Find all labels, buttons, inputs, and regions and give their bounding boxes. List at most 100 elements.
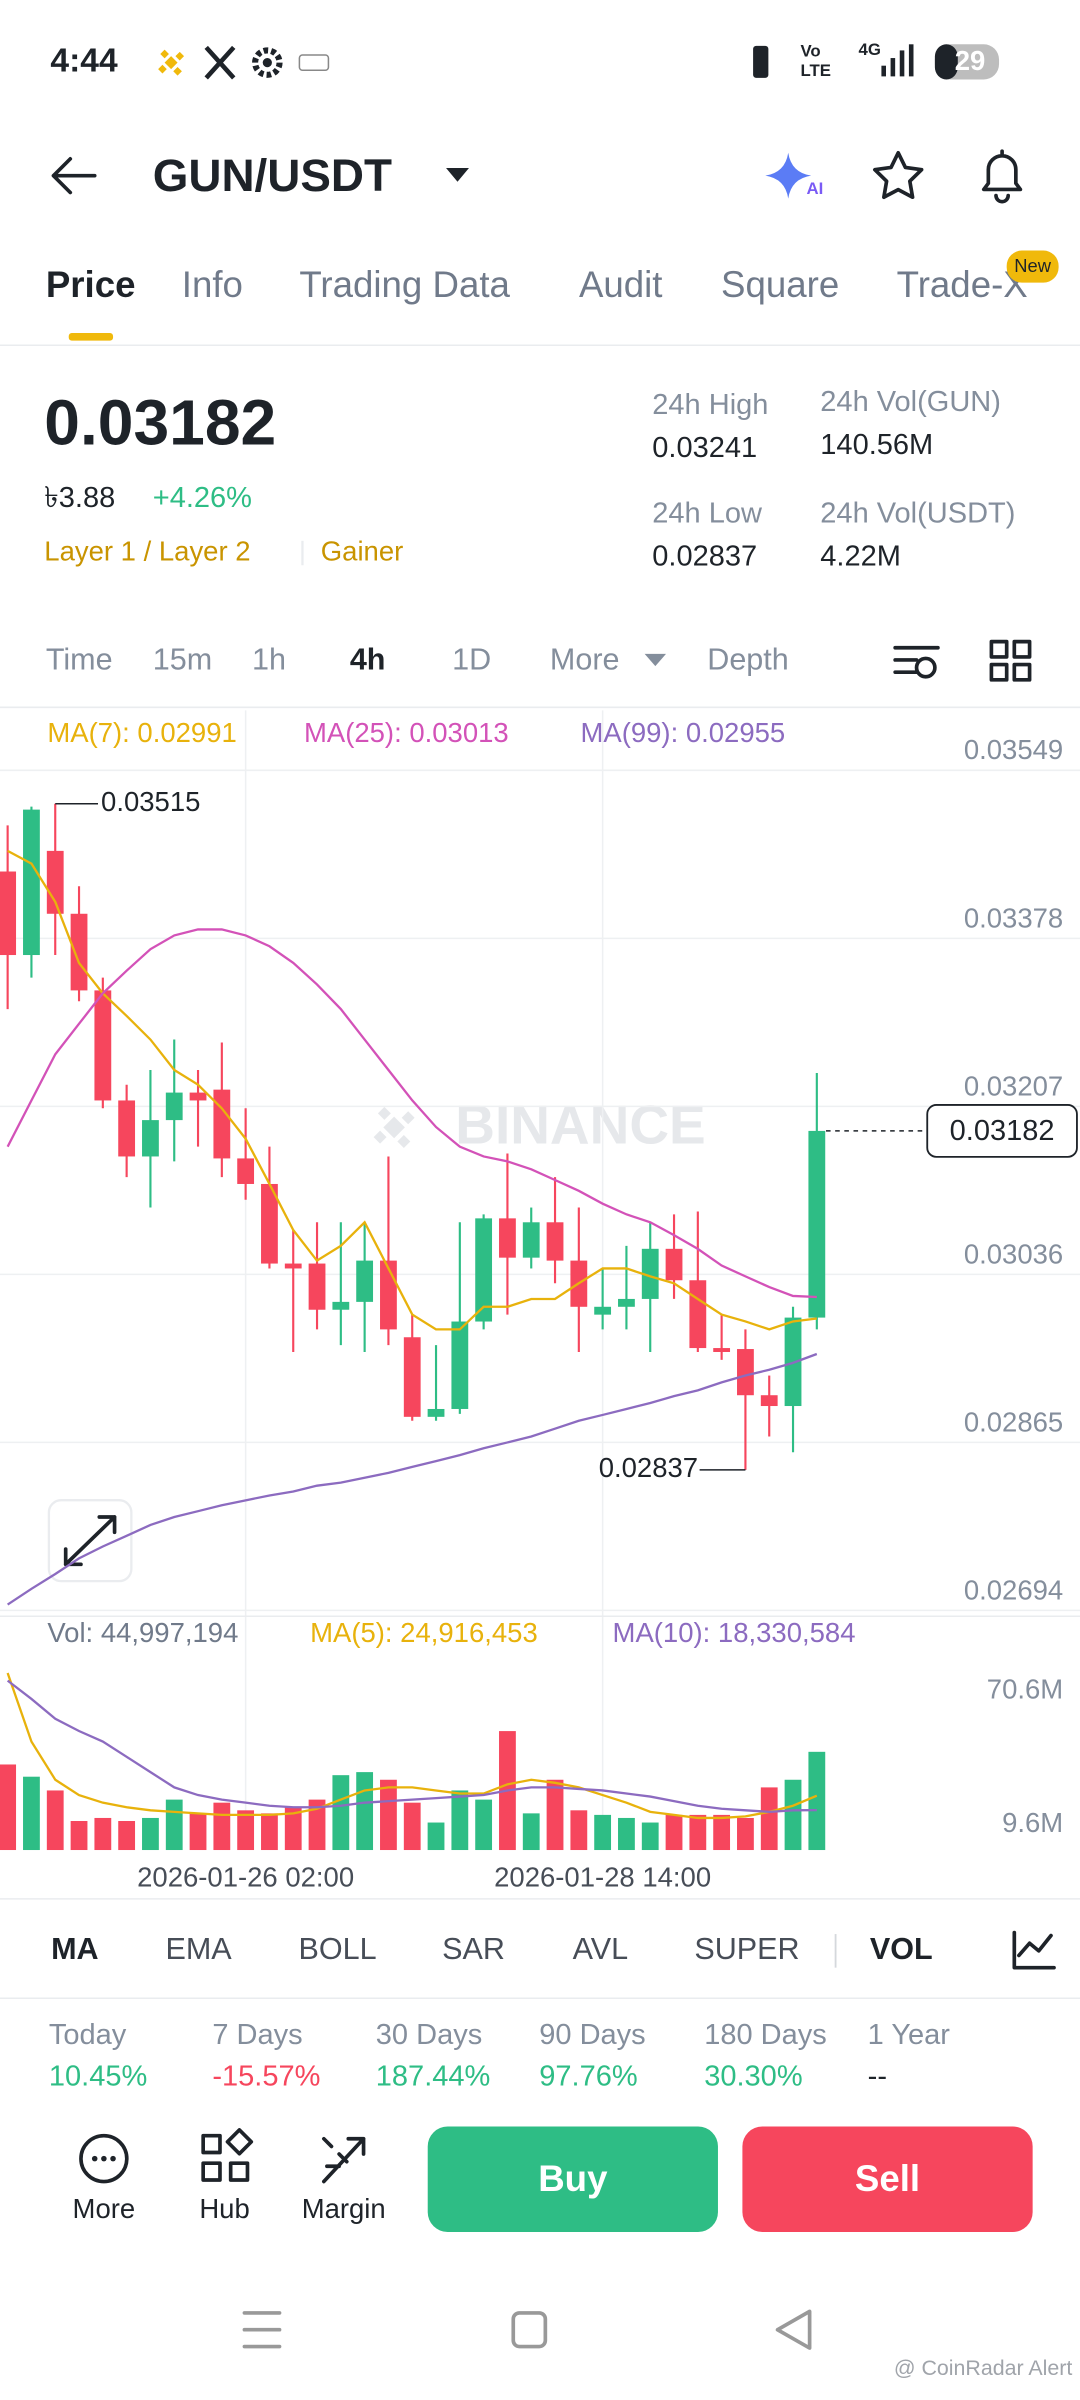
performance-label: 180 Days — [704, 2019, 827, 2051]
tab[interactable]: Square — [721, 264, 839, 305]
performance-value: 30.30% — [704, 2060, 802, 2092]
volume-bar — [118, 1821, 136, 1851]
candle-body — [70, 913, 88, 991]
y-tick-label: 70.6M — [987, 1674, 1063, 1705]
tab[interactable]: Info — [182, 264, 243, 305]
volume-bar — [237, 1810, 255, 1851]
favorite-button[interactable] — [873, 150, 924, 200]
performance-label: 1 Year — [868, 2019, 951, 2051]
volume-bar — [546, 1779, 564, 1851]
action-label[interactable]: Margin — [302, 2193, 386, 2224]
action-label[interactable]: More — [73, 2193, 136, 2224]
pair-caret[interactable] — [446, 168, 469, 182]
nav-menu[interactable] — [242, 2311, 282, 2349]
indicator-tab[interactable]: BOLL — [299, 1932, 377, 1966]
performance-value: -- — [868, 2060, 887, 2092]
candle-body — [0, 871, 17, 956]
candle-body — [760, 1395, 778, 1407]
margin-icon[interactable] — [322, 2136, 366, 2184]
indicator-tab[interactable]: VOL — [870, 1932, 933, 1966]
buy-label[interactable]: Buy — [538, 2158, 608, 2199]
volume-bar — [142, 1817, 159, 1851]
performance-value: 10.45% — [49, 2060, 147, 2092]
indicator-tab[interactable]: SAR — [442, 1932, 505, 1966]
indicator-tab[interactable]: EMA — [165, 1932, 232, 1966]
performance-label: 30 Days — [376, 2019, 482, 2051]
volume-bar — [665, 1814, 683, 1851]
y-tick-label: 0.03549 — [964, 734, 1063, 765]
y-tick-label: 0.02865 — [964, 1406, 1063, 1437]
ai-button[interactable]: AI — [765, 152, 823, 199]
volume-bar — [284, 1807, 302, 1851]
interval[interactable]: More — [550, 643, 620, 677]
action-label[interactable]: Hub — [199, 2193, 249, 2224]
sell-button[interactable] — [742, 2126, 1033, 2232]
interval[interactable]: 1h — [252, 643, 286, 677]
candle-body — [261, 1183, 278, 1264]
candle-body — [356, 1260, 374, 1302]
interval[interactable]: 1D — [452, 643, 491, 677]
tab[interactable]: Audit — [579, 264, 663, 305]
candle-body — [546, 1222, 564, 1261]
indicator-settings[interactable] — [1012, 1930, 1056, 1970]
new-badge: New — [1014, 255, 1051, 276]
volume-bar — [380, 1779, 397, 1851]
volume-bar — [70, 1821, 88, 1851]
stat-label: 24h Low — [652, 498, 763, 530]
interval[interactable]: Depth — [707, 643, 789, 677]
candle-body — [594, 1306, 612, 1315]
last-price: 0.03182 — [44, 387, 276, 459]
candle-body — [237, 1158, 255, 1184]
tab[interactable]: Price — [46, 264, 136, 305]
volume-bar — [808, 1751, 826, 1851]
candle-body — [475, 1218, 493, 1322]
candle-body — [23, 809, 40, 956]
chart-watermark: BINANCE — [455, 1093, 705, 1155]
back-button[interactable] — [51, 157, 97, 195]
indicator-tab[interactable]: MA — [51, 1932, 99, 1966]
chart-tool-icons[interactable] — [893, 639, 1032, 682]
more-icon[interactable] — [79, 2133, 129, 2184]
volume-bar — [451, 1790, 469, 1851]
performance-value: 97.76% — [539, 2060, 637, 2092]
volume-bar — [618, 1817, 635, 1851]
indicator-tab[interactable]: SUPER — [694, 1932, 799, 1966]
tag[interactable]: Layer 1 / Layer 2 — [44, 535, 250, 566]
sell-label[interactable]: Sell — [855, 2158, 920, 2199]
tab[interactable]: Trade-X — [897, 264, 1028, 305]
buy-button[interactable] — [427, 2126, 718, 2232]
candle-body — [451, 1321, 469, 1409]
nav-home[interactable] — [511, 2311, 548, 2349]
performance-label: 90 Days — [539, 2019, 645, 2051]
y-tick-label: 0.03378 — [964, 902, 1063, 933]
candle-body — [403, 1337, 421, 1417]
low-marker: 0.02837 — [599, 1452, 698, 1483]
volume-bar — [189, 1813, 207, 1851]
interval[interactable]: 15m — [153, 643, 212, 677]
nav-back[interactable] — [775, 2309, 812, 2350]
hub-icon[interactable] — [201, 2128, 254, 2182]
volume-bar — [356, 1772, 374, 1851]
volume-ma-line — [6, 1679, 817, 1813]
performance-label: 7 Days — [212, 2019, 302, 2051]
tab[interactable]: Trading Data — [299, 264, 510, 305]
volume-ma-line — [6, 1672, 818, 1820]
alert-button[interactable] — [981, 149, 1023, 204]
volume-bar — [475, 1799, 493, 1851]
expand-button[interactable] — [47, 1499, 133, 1583]
status-time: 4:44 — [50, 43, 118, 80]
volte-bottom: LTE — [800, 61, 830, 80]
indicator-tab[interactable]: AVL — [573, 1932, 628, 1966]
volume-bar — [261, 1813, 278, 1851]
candle-body — [94, 990, 112, 1101]
legend-entry: MA(7): 0.02991 — [47, 717, 236, 748]
interval[interactable]: 4h — [350, 643, 386, 677]
interval[interactable]: Time — [46, 643, 113, 677]
tag[interactable]: Gainer — [321, 535, 403, 566]
volte-top: Vo — [800, 41, 820, 60]
stat-label: 24h Vol(USDT) — [820, 498, 1015, 530]
more-dot — [101, 2155, 107, 2162]
watermark: @ CoinRadar Alert — [894, 2356, 1073, 2380]
pair-title[interactable]: GUN/USDT — [153, 150, 392, 201]
volume-bar — [641, 1822, 659, 1851]
